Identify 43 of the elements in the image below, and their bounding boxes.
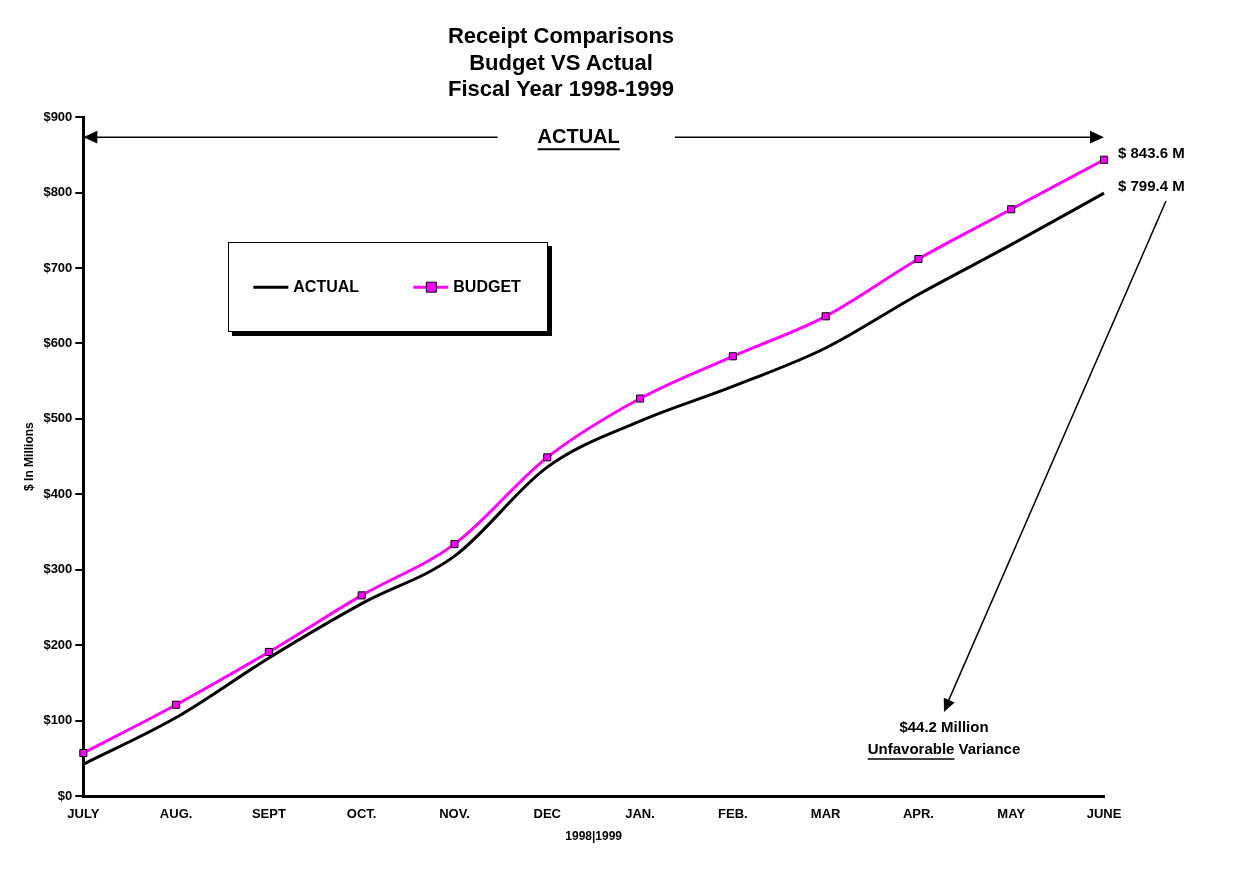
x-tick-label: MAR — [810, 806, 842, 822]
y-tick-label: $200 — [43, 636, 73, 652]
annotation: $44.2 Million Unfavorable Variance — [867, 718, 1021, 758]
annotation: ACTUAL — [537, 124, 620, 147]
point — [172, 700, 181, 709]
point — [79, 748, 88, 758]
point — [636, 394, 645, 403]
x-tick-label: OCT. — [346, 806, 377, 822]
y-tick-label: $100 — [43, 712, 73, 728]
y-tick-label: $600 — [43, 335, 73, 351]
y-tick-label: $0 — [57, 787, 73, 803]
x-tick-label: AUG. — [159, 806, 193, 822]
point — [450, 540, 459, 549]
x-tick-label: MAY — [997, 806, 1026, 822]
point — [914, 254, 923, 264]
annotation: $ 799.4 M — [1118, 177, 1185, 195]
point — [543, 453, 552, 462]
x-tick-label: SEPT — [251, 806, 286, 822]
x-tick-label: JAN. — [625, 806, 655, 822]
x-tick-label: APR. — [902, 806, 934, 822]
chart-title: Receipt Comparisons Budget VS Actual Fiscal Year 1998-1999 — [447, 23, 675, 102]
point — [1099, 155, 1109, 164]
y-tick-label: $300 — [43, 561, 73, 577]
y-tick-label: $900 — [43, 108, 73, 124]
point — [1007, 205, 1016, 214]
y-tick-label: $800 — [43, 184, 73, 200]
point — [728, 352, 737, 361]
point — [264, 647, 273, 656]
y-axis-title: $ In Millions — [21, 421, 36, 491]
point — [357, 591, 366, 600]
x-tick-label: NOV. — [439, 806, 470, 822]
point — [821, 312, 830, 321]
y-tick-label: $400 — [43, 485, 73, 501]
x-tick-label: JULY — [67, 806, 100, 822]
x-tick-label: JUNE — [1086, 806, 1122, 822]
legend-label: BUDGET — [453, 277, 522, 295]
x-tick-label: FEB. — [718, 806, 748, 822]
annotation: $ 843.6 M — [1118, 143, 1185, 161]
legend-label: ACTUAL — [293, 277, 360, 295]
y-tick-label: $700 — [43, 259, 73, 275]
x-tick-label: DEC — [533, 806, 562, 822]
y-tick-label: $500 — [43, 410, 73, 426]
x-axis-title: 1998|1999 — [565, 829, 623, 844]
